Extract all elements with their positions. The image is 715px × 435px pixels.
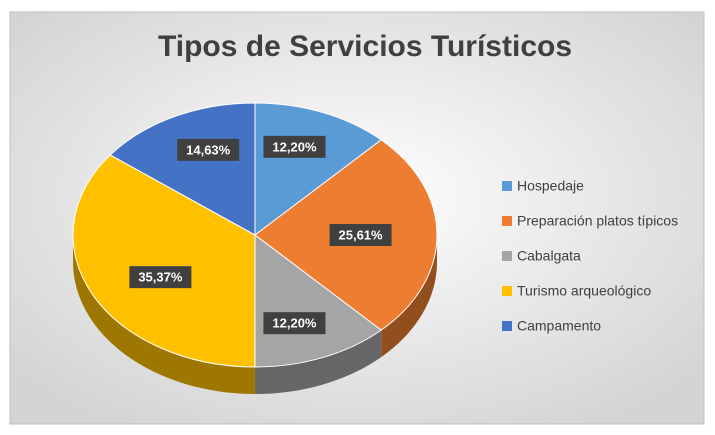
data-label: 25,61%: [339, 227, 384, 242]
data-label: 35,37%: [138, 270, 183, 285]
legend-swatch: [502, 321, 512, 331]
legend-swatch: [502, 286, 512, 296]
slice-side: [381, 235, 437, 358]
legend-label: Turismo arqueológico: [517, 283, 651, 299]
chart-title: Tipos de Servicios Turísticos: [158, 30, 572, 63]
legend-label: Preparación platos típicos: [517, 213, 678, 229]
legend-swatch: [502, 216, 512, 226]
legend-label: Cabalgata: [517, 248, 581, 264]
data-label-box: [177, 138, 240, 161]
legend: Hospedaje Preparación platos típicos Cabal…: [502, 178, 678, 334]
data-label-box: [263, 312, 326, 335]
data-label: 14,63%: [186, 142, 231, 157]
legend-label: Hospedaje: [517, 178, 584, 194]
data-label-box: [263, 135, 326, 158]
data-label-box: [129, 266, 192, 289]
data-label: 12,20%: [272, 139, 317, 154]
data-label-box: [329, 224, 392, 247]
slice-side: [254, 330, 382, 394]
data-label: 12,20%: [272, 316, 317, 331]
legend-label: Campamento: [517, 318, 601, 334]
legend-swatch: [502, 251, 512, 261]
legend-swatch: [502, 181, 512, 191]
slice: [109, 102, 256, 236]
slice: [72, 154, 256, 368]
pie: 12,20% 25,61% 12,20% 35,37% 14,63%: [72, 102, 438, 394]
